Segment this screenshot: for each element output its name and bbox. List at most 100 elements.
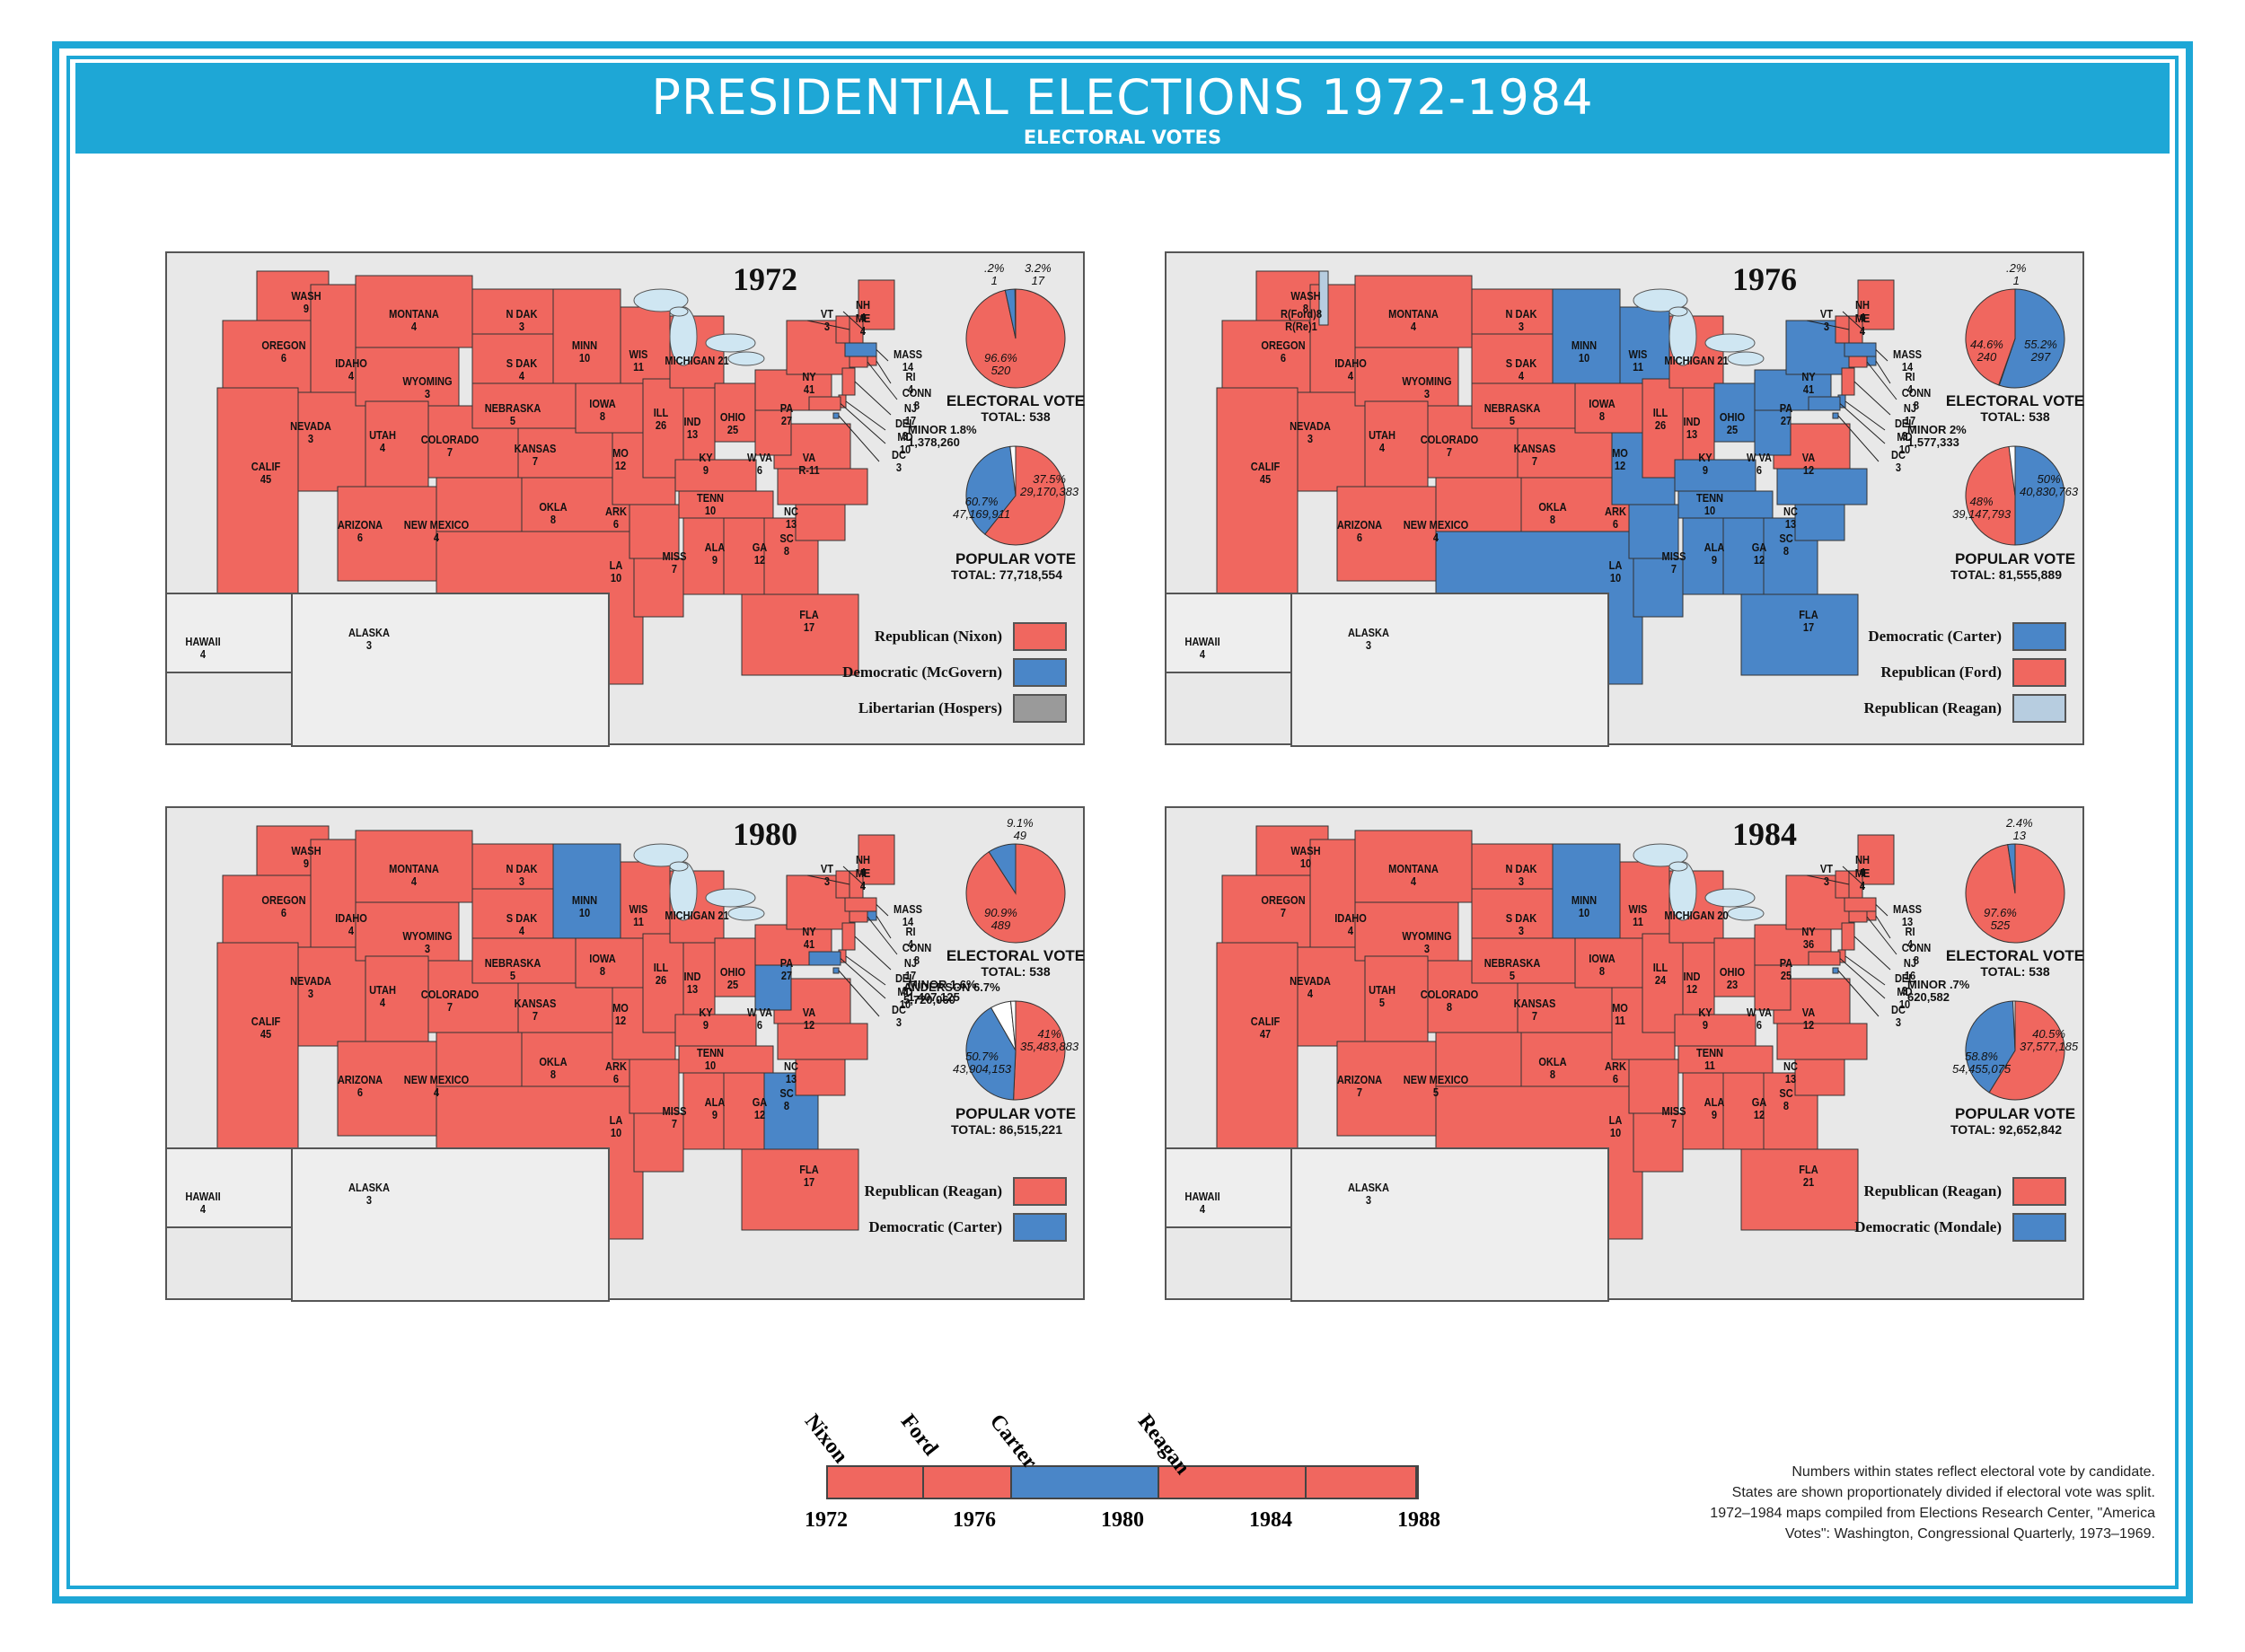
state-label-minn: MINN 10 [1571,338,1598,365]
alaska-inset [291,593,610,747]
electoral-vote-heading: ELECTORAL VOTE [946,392,1086,409]
state-label-ri: RI 4 [1905,925,1915,951]
state-calif [1216,942,1299,1150]
state-label-arizona: ARIZONA 6 [337,1073,383,1099]
leader-line [838,970,880,1017]
great-lake [669,306,689,317]
state-conn [849,910,868,923]
state-kansas [517,427,613,479]
state-label-ohio: OHIO 25 [719,410,746,436]
leader-line [854,936,892,971]
state-label-michigan: MICHIGAN 21 [665,354,729,367]
state-label-colorado: COLORADO 7 [1420,433,1479,459]
state-label-arizona: ARIZONA 6 [1336,518,1383,544]
leader-line [876,915,892,939]
election-map-1976: WASH 8 OREGON 6 CALIF 45 IDAHO 4 NEVADA 3 MON… [1165,251,2084,747]
footnote-line: Votes": Washington, Congressional Quarte… [1784,1526,2155,1542]
state-label-nebraska: NEBRASKA 5 [484,401,541,427]
state-la [1633,1112,1684,1173]
state-minn [552,288,621,384]
state-label-nc: NC 13 [784,1059,798,1085]
state-label-ohio: OHIO 23 [1719,965,1746,991]
state-la [633,1112,684,1173]
state-label-nh: NH 4 [856,298,870,324]
state-ohio [714,937,756,997]
state-label-me: ME 4 [1854,312,1871,338]
legend-label: Democratic (McGovern) [842,663,1002,681]
state-nj [1841,922,1855,951]
popular-vote-total: TOTAL: 77,718,554 [951,567,1062,582]
state-label-tenn: TENN 10 [696,491,725,517]
state-okla [521,477,630,532]
state-montana [355,275,473,348]
popular-vote-total: TOTAL: 92,652,842 [1950,1122,2062,1137]
legend-item: Democratic (McGovern) [842,657,1067,688]
state-label-ohio: OHIO 25 [719,965,746,991]
state-label-ark: ARK 6 [605,1059,627,1085]
great-lake [1727,351,1765,366]
state-ky [1674,1014,1756,1047]
state-label-la: LA 10 [609,1113,623,1139]
state-label-okla: OKLA 8 [539,1055,568,1081]
leader-line [845,955,886,986]
popular-vote-heading: POPULAR VOTE [955,1105,1077,1122]
state-label-del: DEL 3 [894,417,916,443]
state-label-dc: DC 3 [892,448,906,474]
state-label-n-dak: N DAK 3 [1505,862,1537,888]
alaska-inset [1290,593,1609,747]
state-label-mass: MASS 14 [1893,347,1922,373]
leader-line [1875,904,1888,917]
state-s-dak [1471,888,1554,939]
state-label-fla: FLA 17 [1799,608,1818,634]
state-label-la: LA 10 [609,558,623,584]
great-lake [1668,861,1697,921]
legend-label: Republican (Reagan) [864,1182,1002,1199]
page-title: PRESIDENTIAL ELECTIONS 1972-1984 [651,69,1594,126]
state-label-idaho: IDAHO 4 [335,911,367,937]
state-arizona [1336,486,1437,582]
state-label-hawaii: HAWAII 4 [185,1190,221,1216]
state-label-del: DEL 3 [1894,417,1915,443]
electoral-pie-slice [1998,288,2065,389]
state-conn [1848,356,1868,368]
state-arizona [1336,1041,1437,1137]
state-label-montana: MONTANA 4 [1388,862,1439,888]
state-ala [1722,1072,1765,1150]
popular-pie-label: 37.5% 29,170,383 [1020,472,1079,498]
electoral-pie-label: 9.1% 49 [1007,816,1034,842]
state-label-alaska: ALASKA 3 [348,1181,391,1207]
state-label-ny: NY 41 [802,925,816,951]
state-calif [216,387,299,595]
great-lake [1633,843,1688,867]
state-n-dak [1471,288,1554,335]
state-tenn [678,490,774,519]
state-label-nj: NJ 16 [1903,956,1917,982]
state-montana [1354,830,1473,903]
alaska-inset [1290,1147,1609,1302]
state-nevada [297,391,366,492]
state-label-s-dak: S DAK 4 [506,911,538,937]
state-label-nj: NJ 17 [903,401,918,427]
electoral-vote-total: TOTAL: 538 [1980,409,2050,424]
state-label-ark: ARK 6 [605,505,627,531]
state-wis [620,306,671,384]
leader-line [1842,311,1863,330]
popular-pie-label: 50.7% 43,904,153 [953,1050,1012,1076]
state-fla [741,593,859,676]
state-label-utah: UTAH 4 [369,983,396,1009]
state-iowa [575,382,644,434]
state-w-va [1754,409,1792,456]
state-label-iowa: IOWA 8 [589,397,616,423]
state-ohio [1713,937,1756,997]
state-tenn [678,1045,774,1074]
great-lake [727,351,765,366]
state-label-kansas: KANSAS 7 [514,997,557,1023]
popular-pie-slice [2008,445,2016,496]
popular-pie-label: 41% 35,483,883 [1020,1027,1079,1053]
popular-pie-label: 58.8% 54,455,075 [1952,1050,2012,1076]
state-label-montana: MONTANA 4 [389,862,439,888]
state-label-iowa: IOWA 8 [1589,397,1616,423]
state-fla [1740,593,1859,676]
great-lake [669,861,698,921]
legend-item: Republican (Reagan) [865,1176,1067,1207]
